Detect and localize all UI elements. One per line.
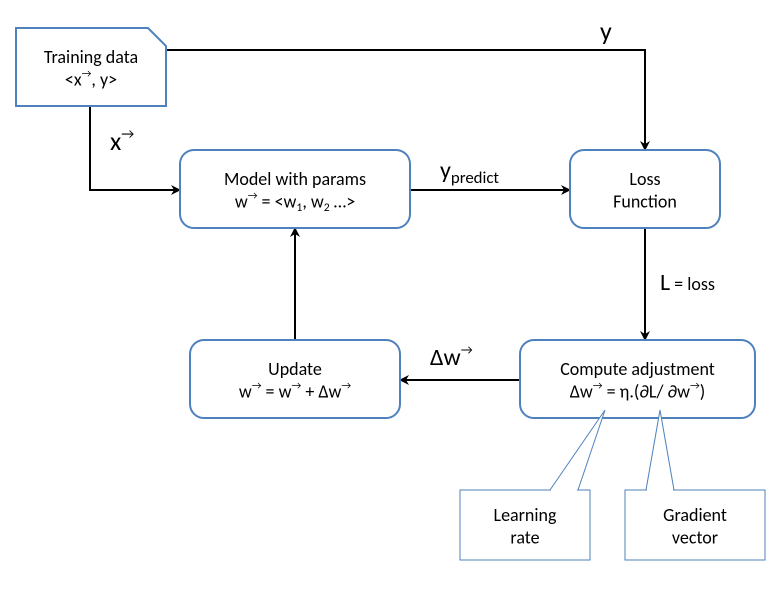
edge-label-y: y (600, 15, 612, 47)
edge-x (90, 106, 180, 190)
node-compute-line1: Compute adjustment (560, 358, 715, 380)
edge-label-L: L = loss (660, 268, 715, 297)
node-model: Model with paramsw→​ = <w1​, w2​ …> (180, 150, 410, 228)
node-learning_rate: Learningrate (460, 410, 605, 560)
node-loss-line2: Function (613, 191, 677, 213)
node-gradient_vector: Gradientvector (625, 410, 765, 560)
node-model-line1: Model with params (224, 168, 366, 190)
nodes: Training data<x→​, y>Model with paramsw→… (16, 28, 765, 560)
edge-label-dw: Δw→ (430, 341, 473, 372)
node-learning_rate-line2: rate (510, 527, 539, 549)
node-loss: LossFunction (570, 150, 720, 228)
edge-label-ypredict: ypredict (440, 156, 499, 188)
node-training_data-line2: <x→​, y> (65, 67, 117, 91)
node-compute-line2: Δw→​ = η.(∂L/ ∂w→​) (570, 379, 705, 403)
node-learning_rate-line1: Learning (494, 504, 557, 526)
edge-y (166, 50, 645, 150)
node-training_data-line1: Training data (44, 46, 138, 68)
node-compute: Compute adjustmentΔw→​ = η.(∂L/ ∂w→​) (520, 340, 755, 418)
edge-label-x: x→ (110, 124, 134, 157)
node-loss-line1: Loss (629, 168, 660, 190)
flowchart-diagram: Training data<x→​, y>Model with paramsw→… (0, 0, 784, 596)
node-update: Updatew→​ = w→​ + Δw→​ (190, 340, 400, 418)
node-gradient_vector-line2: vector (672, 527, 718, 549)
node-training_data: Training data<x→​, y> (16, 28, 166, 106)
node-update-line1: Update (268, 358, 322, 380)
node-gradient_vector-line1: Gradient (663, 504, 727, 526)
